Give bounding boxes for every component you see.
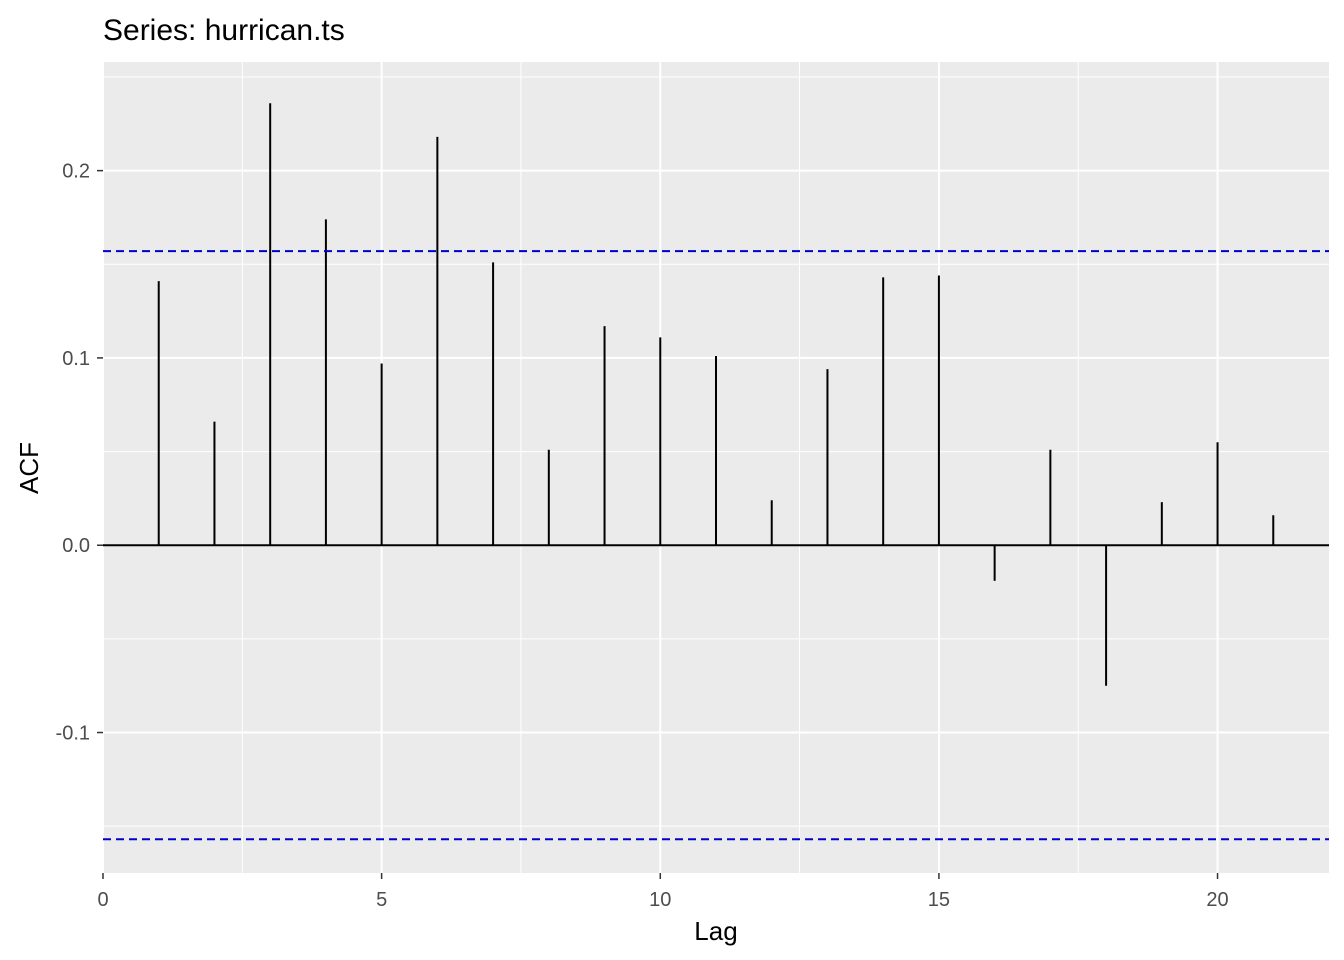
y-tick-label: 0.1 xyxy=(62,348,90,370)
acf-bars xyxy=(157,103,1275,686)
x-tick-label: 20 xyxy=(1206,889,1228,911)
y-tick-label: 0.0 xyxy=(62,535,90,557)
y-axis: -0.1 0.0 0.1 0.2 xyxy=(56,161,103,745)
x-axis-label: Lag xyxy=(694,916,737,946)
x-tick-label: 5 xyxy=(376,889,387,911)
confidence-lines xyxy=(103,250,1329,841)
chart-title: Series: hurrican.ts xyxy=(103,14,345,47)
x-axis: 0 5 10 15 20 xyxy=(97,873,1229,911)
y-tick-label: 0.2 xyxy=(62,161,90,183)
y-tick-label: -0.1 xyxy=(56,723,90,745)
x-tick-label: 15 xyxy=(928,889,950,911)
minor-gridlines xyxy=(103,62,1329,873)
x-tick-label: 0 xyxy=(97,889,108,911)
x-tick-label: 10 xyxy=(649,889,671,911)
y-axis-label: ACF xyxy=(14,442,44,494)
